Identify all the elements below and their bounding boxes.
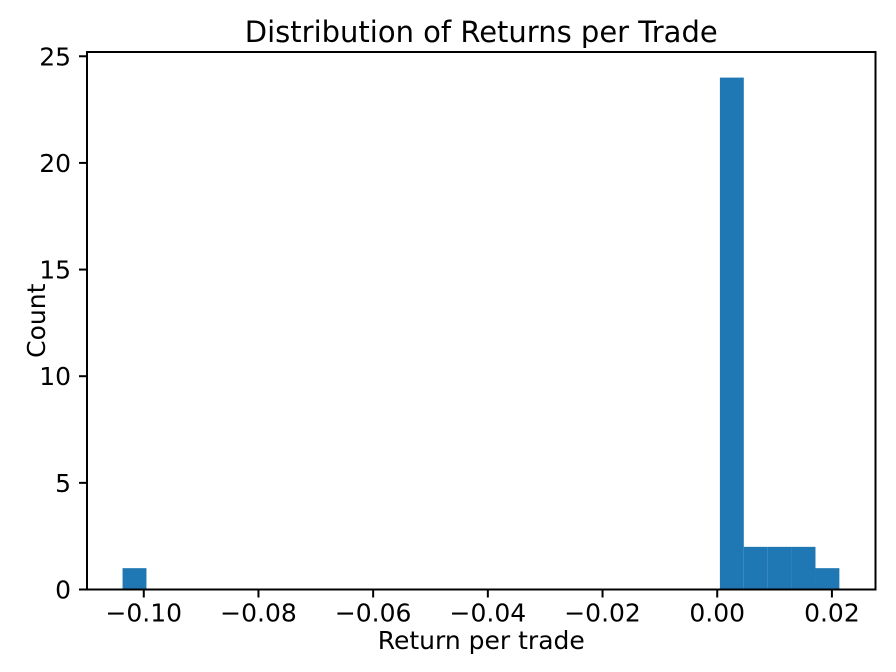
y-axis-tick-label: 10 (39, 362, 71, 391)
y-axis-tick-label: 20 (39, 149, 71, 178)
y-axis-tick-label: 25 (39, 42, 71, 71)
histogram-bar (815, 568, 840, 590)
chart-title: Distribution of Returns per Trade (245, 15, 718, 49)
x-axis-tick-label: 0.00 (689, 599, 745, 628)
plot-area-spines (86, 51, 877, 591)
histogram-bar (719, 77, 744, 590)
x-axis-tick-label: −0.08 (220, 599, 297, 628)
x-axis-tick-label: −0.06 (335, 599, 412, 628)
x-axis-tick-label: −0.04 (450, 599, 527, 628)
histogram-bar (767, 546, 792, 590)
y-axis-tick-label: 0 (55, 576, 71, 605)
x-axis-tick-label: −0.10 (105, 599, 182, 628)
y-axis-tick-label: 5 (55, 469, 71, 498)
y-axis-tick-label: 15 (39, 256, 71, 285)
x-axis-label: Return per trade (378, 626, 585, 655)
histogram-bar (791, 546, 816, 590)
x-axis-tick-label: 0.02 (804, 599, 860, 628)
histogram-bar (743, 546, 768, 590)
y-axis-label: Count (22, 283, 51, 357)
x-axis-tick-label: −0.02 (564, 599, 641, 628)
histogram-bar (122, 568, 147, 590)
